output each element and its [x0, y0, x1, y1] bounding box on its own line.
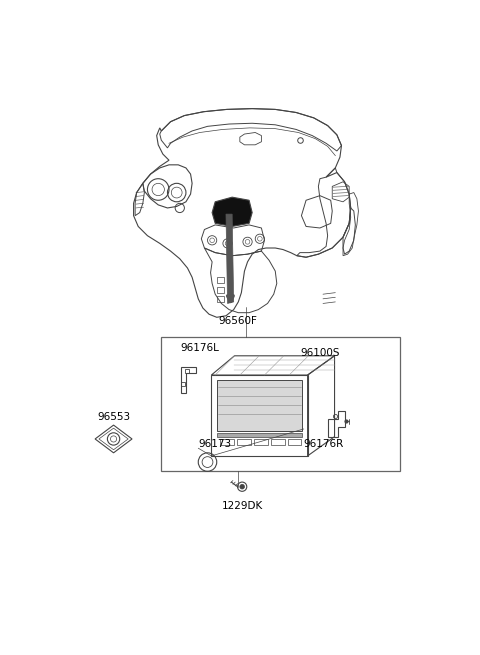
Text: 96100S: 96100S	[300, 348, 339, 358]
Text: 1229DK: 1229DK	[222, 500, 263, 510]
Bar	[254, 439, 267, 445]
Polygon shape	[226, 214, 234, 303]
Bar	[217, 433, 302, 438]
Text: 96553: 96553	[97, 412, 130, 422]
Bar	[220, 439, 234, 445]
Polygon shape	[212, 197, 252, 227]
Bar	[161, 337, 400, 472]
Bar	[217, 277, 225, 284]
Bar	[271, 439, 285, 445]
Bar	[237, 439, 251, 445]
Bar	[288, 439, 301, 445]
Text: 96173: 96173	[198, 439, 231, 449]
Bar	[217, 286, 225, 293]
Bar	[217, 296, 225, 302]
Text: 96176L: 96176L	[180, 343, 219, 352]
Polygon shape	[217, 381, 302, 431]
Circle shape	[240, 485, 244, 489]
Text: 96560F: 96560F	[219, 316, 258, 326]
Text: 96176R: 96176R	[304, 439, 344, 449]
